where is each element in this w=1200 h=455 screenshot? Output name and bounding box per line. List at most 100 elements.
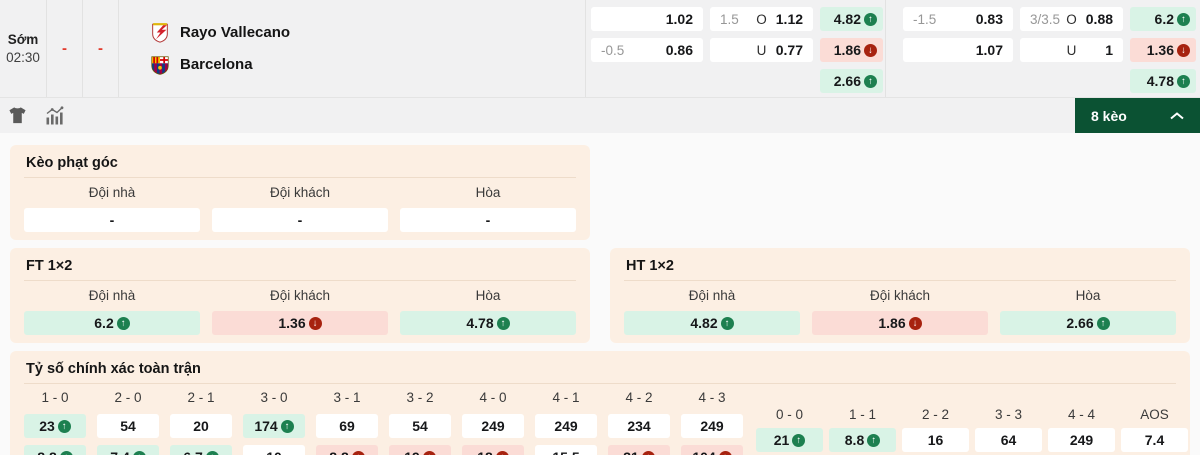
handicap-cell-g2-r1[interactable]: -1.5 0.83 <box>903 7 1013 31</box>
stats-chart-icon[interactable] <box>45 105 67 126</box>
odds-values-row: - - - <box>24 208 576 232</box>
score-odds-cell-bottom[interactable]: 31 <box>608 445 670 455</box>
score-odds-cell-top[interactable]: 249 <box>535 414 597 438</box>
ht-away-cell[interactable]: 1.86 <box>812 311 988 335</box>
corner-draw-cell[interactable]: - <box>400 208 576 232</box>
odds-price: 8.8 <box>37 449 56 455</box>
score-odds-cell[interactable]: 7.4 <box>1121 428 1188 452</box>
odds-price: 20 <box>193 418 209 434</box>
trend-arrow-icon <box>792 433 806 447</box>
score-label: 4 - 3 <box>698 390 726 405</box>
1x2-cell-g2-r2[interactable]: 1.36 <box>1130 38 1196 62</box>
score-odds-cell-bottom[interactable]: 104 <box>681 445 743 455</box>
away-team-name[interactable]: Barcelona <box>180 56 253 73</box>
score-odds-cell[interactable]: 21 <box>756 428 823 452</box>
score-odds-cell[interactable]: 16 <box>902 428 969 452</box>
column-headers: Đội nhà Đội khách Hòa <box>624 287 1176 305</box>
score-odds-cell-bottom[interactable]: 15.5 <box>535 445 597 455</box>
score-odds-cell-bottom[interactable]: 8.8 <box>24 445 86 455</box>
score-label: 1 - 1 <box>848 407 876 422</box>
1x2-cell-g1-r3[interactable]: 2.66 <box>820 69 883 93</box>
column-headers: Đội nhà Đội khách Hòa <box>24 287 576 305</box>
score-label: 4 - 4 <box>1067 407 1095 422</box>
home-team-name[interactable]: Rayo Vallecano <box>180 24 291 41</box>
score-odds-cell-top[interactable]: 54 <box>389 414 451 438</box>
corner-odds-card: Kèo phạt góc Đội nhà Đội khách Hòa - - - <box>10 145 590 240</box>
markets-panel: Kèo phạt góc Đội nhà Đội khách Hòa - - -… <box>0 133 1200 455</box>
score-label: 4 - 1 <box>552 390 580 405</box>
trend-arrow-icon <box>422 450 436 455</box>
score-odds-cell-bottom[interactable]: 8.8 <box>316 445 378 455</box>
score-label: 1 - 0 <box>41 390 69 405</box>
header-draw: Hòa <box>1075 288 1101 303</box>
trend-arrow-icon <box>908 316 922 330</box>
score-label: 2 - 1 <box>187 390 215 405</box>
draw-score-column: 0 - 0 21 <box>756 406 823 452</box>
odds-price: 10 <box>266 449 282 455</box>
score-odds-cell-bottom[interactable]: 7.4 <box>97 445 159 455</box>
odds-price: 6.7 <box>183 449 202 455</box>
ft-draw-cell[interactable]: 4.78 <box>400 311 576 335</box>
trend-arrow-icon <box>1177 74 1190 88</box>
odds-price: 4.78 <box>466 315 494 331</box>
odds-price: 1.07 <box>975 42 1003 58</box>
trend-arrow-icon <box>641 450 655 455</box>
ft-away-cell[interactable]: 1.36 <box>212 311 388 335</box>
score-odds-cell[interactable]: 249 <box>1048 428 1115 452</box>
score-odds-cell-top[interactable]: 174 <box>243 414 305 438</box>
score-odds-cell-top[interactable]: 249 <box>681 414 743 438</box>
score-odds-cell-top[interactable]: 69 <box>316 414 378 438</box>
draw-score-column: 4 - 4 249 <box>1048 406 1115 452</box>
corner-away-cell[interactable]: - <box>212 208 388 232</box>
handicap-cell-g2-r2[interactable]: 1.07 <box>903 38 1013 62</box>
trend-arrow-icon <box>496 316 510 330</box>
odds-price: 8.8 <box>844 432 865 448</box>
1x2-cell-g2-r1[interactable]: 6.2 <box>1130 7 1196 31</box>
score-column: 4 - 0 249 18 <box>462 389 524 455</box>
match-header-row: Sớm 02:30 - - Rayo Vallecano <box>0 0 1200 98</box>
odds-price: 0.86 <box>665 42 693 58</box>
odds-price: 1.36 <box>278 315 306 331</box>
odds-price: 7.4 <box>1144 432 1165 448</box>
score-odds-cell-bottom[interactable]: 6.7 <box>170 445 232 455</box>
chevron-up-icon <box>1170 111 1184 120</box>
over-under-cell-g1-r2[interactable]: U 0.77 <box>710 38 813 62</box>
markets-count-button[interactable]: 8 kèo <box>1075 98 1200 133</box>
1x2-cell-g1-r2[interactable]: 1.86 <box>820 38 883 62</box>
1x2-cell-g2-r3[interactable]: 4.78 <box>1130 69 1196 93</box>
away-team-row[interactable]: Barcelona <box>149 54 585 76</box>
1x2-cell-g1-r1[interactable]: 4.82 <box>820 7 883 31</box>
ht-home-cell[interactable]: 4.82 <box>624 311 800 335</box>
ou-line: 1.5 <box>720 11 739 27</box>
over-under-cell-g1-r1[interactable]: 1.5 O 1.12 <box>710 7 813 31</box>
handicap-cell-g1-r2[interactable]: -0.5 0.86 <box>591 38 703 62</box>
odds-group-2: -1.5 0.83 3/3.5 O 0.88 6.2 1.07 U 1 1.36 <box>885 0 1200 97</box>
ht-draw-cell[interactable]: 2.66 <box>1000 311 1176 335</box>
odds-price: 1.02 <box>665 11 693 27</box>
corner-home-cell[interactable]: - <box>24 208 200 232</box>
odds-price: 4.82 <box>833 11 861 27</box>
score-odds-cell[interactable]: 64 <box>975 428 1042 452</box>
teams-column: Rayo Vallecano <box>119 0 586 97</box>
score-odds-cell-top[interactable]: 54 <box>97 414 159 438</box>
over-under-cell-g2-r2[interactable]: U 1 <box>1020 38 1123 62</box>
score-odds-cell-bottom[interactable]: 19 <box>389 445 451 455</box>
header-home: Đội nhà <box>688 288 736 303</box>
column-headers: Đội nhà Đội khách Hòa <box>24 184 576 202</box>
score-odds-cell-top[interactable]: 20 <box>170 414 232 438</box>
score-odds-cell-bottom[interactable]: 10 <box>243 445 305 455</box>
score-odds-cell-top[interactable]: 234 <box>608 414 670 438</box>
handicap-cell-g1-r1[interactable]: 1.02 <box>591 7 703 31</box>
match-toolbar: 8 kèo <box>0 98 1200 133</box>
over-under-cell-g2-r1[interactable]: 3/3.5 O 0.88 <box>1020 7 1123 31</box>
odds-price: - <box>109 212 115 228</box>
score-odds-cell-top[interactable]: 249 <box>462 414 524 438</box>
home-team-row[interactable]: Rayo Vallecano <box>149 22 585 44</box>
score-odds-cell[interactable]: 8.8 <box>829 428 896 452</box>
odds-price: 0.77 <box>775 42 803 58</box>
ft-home-cell[interactable]: 6.2 <box>24 311 200 335</box>
jersey-icon[interactable] <box>8 106 30 126</box>
score-odds-cell-bottom[interactable]: 18 <box>462 445 524 455</box>
odds-price: 64 <box>1000 432 1017 448</box>
score-odds-cell-top[interactable]: 23 <box>24 414 86 438</box>
